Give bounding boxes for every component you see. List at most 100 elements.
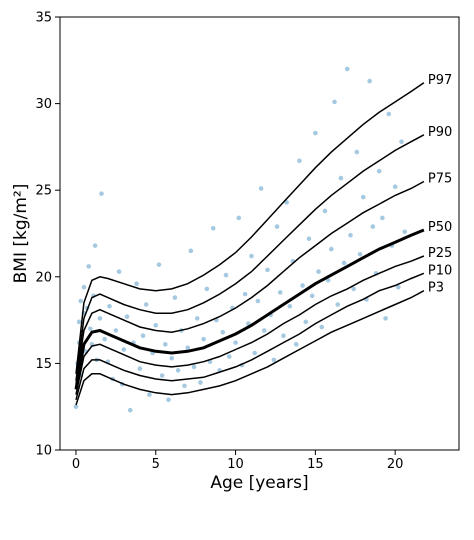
scatter-point-6 [78,298,84,304]
scatter-point-84 [303,319,309,325]
x-tick-label-5: 5 [152,457,160,472]
curve-p50 [74,228,425,390]
y-tick-label-20: 20 [35,270,52,285]
y-tick-label-35: 35 [35,11,52,26]
scatter-point-94 [335,302,341,307]
curve-p90 [75,134,425,381]
scatter-point-42 [169,355,175,361]
scatter-point-67 [249,253,254,259]
scatter-point-49 [191,364,197,370]
scatter-point-51 [198,380,203,385]
scatter-point-113 [396,284,401,290]
scatter-point-112 [392,184,398,190]
scatter-point-97 [344,66,350,72]
scatter-point-78 [284,200,289,205]
scatter-point-53 [204,286,210,292]
scatter-point-77 [281,333,286,338]
scatter-point-89 [319,324,325,330]
y-axis-title: BMI [kg/m²] [11,184,31,284]
scatter-point-41 [166,397,171,403]
scatter-point-92 [329,246,334,252]
percentile-curves [74,82,425,406]
scatter-point-115 [402,229,408,235]
scatter-point-59 [223,272,229,278]
scatter-point-76 [277,290,283,295]
scatter-point-69 [255,298,261,304]
scatter-point-74 [271,357,277,363]
scatter-point-96 [341,260,347,266]
scatter-point-32 [137,366,143,371]
scatter-point-55 [210,226,216,231]
scatter-point-90 [322,208,328,214]
scatter-point-13 [88,326,93,332]
scatter-point-40 [163,342,168,347]
scatter-point-18 [97,316,103,321]
scatter-point-31 [134,281,139,287]
scatter-point-79 [287,303,293,309]
scatter-point-46 [182,383,187,389]
scatter-point-104 [367,78,372,84]
curve-p75 [75,180,425,385]
scatter-point-58 [220,329,226,335]
scatter-point-99 [351,286,356,292]
scatter-point-44 [175,368,181,373]
scatter-point-87 [313,130,318,136]
scatter-point-43 [172,295,178,300]
scatter-point-65 [242,291,248,297]
curve-p3 [75,290,425,406]
scatter-point-85 [306,236,312,241]
scatter-point-0 [73,404,79,410]
label-p3: P3 [428,281,444,296]
curve-p25 [75,255,425,395]
scatter-point-34 [143,302,149,307]
label-p75: P75 [428,172,452,187]
scatter-point-63 [236,215,242,221]
scatter-point-107 [376,168,382,174]
label-p25: P25 [428,246,452,261]
scatter-point-108 [380,215,385,221]
label-p10: P10 [428,263,452,278]
scatter-point-35 [147,392,152,397]
label-p97: P97 [428,73,452,88]
scatter-point-98 [348,232,353,238]
scatter-point-22 [107,303,112,309]
scatter-point-50 [194,316,200,321]
scatter-point-88 [316,269,321,274]
scatter-point-70 [258,186,264,191]
scatter-point-93 [332,99,337,105]
scatter-point-68 [252,350,258,356]
scatter-point-9 [81,284,87,290]
y-tick-label-10: 10 [35,444,52,459]
scatter-point-95 [338,175,344,181]
scatter-point-20 [102,336,107,342]
scatter-point-71 [261,328,267,333]
scatter-point-28 [124,314,130,319]
x-axis: 0 5 10 15 20 [72,450,404,472]
scatter-point-102 [360,194,366,200]
plot-frame [59,16,460,451]
scatter-point-83 [300,283,305,288]
y-tick-label-30: 30 [35,97,52,112]
scatter-point-47 [185,345,190,351]
x-tick-label-10: 10 [227,457,244,472]
scatter-point-60 [226,354,232,359]
scatter-point-4 [76,319,82,325]
curve-p97 [75,82,425,374]
y-tick-label-25: 25 [35,184,52,199]
scatter-point-110 [386,111,392,117]
scatter-point-86 [309,293,315,299]
scatter-point-114 [399,139,404,145]
scatter-point-72 [265,267,270,273]
scatter-point-100 [354,149,360,155]
scatter-point-27 [121,347,127,352]
x-tick-label-20: 20 [387,457,404,472]
scatter-point-19 [99,191,104,196]
scatter-point-29 [127,407,133,413]
scatter-point-33 [140,333,146,338]
scatter-point-75 [274,224,280,229]
label-p90: P90 [428,125,452,140]
x-tick-label-15: 15 [307,457,324,472]
y-axis: 10 15 20 25 30 35 [35,11,60,459]
curve-p10 [75,272,425,400]
